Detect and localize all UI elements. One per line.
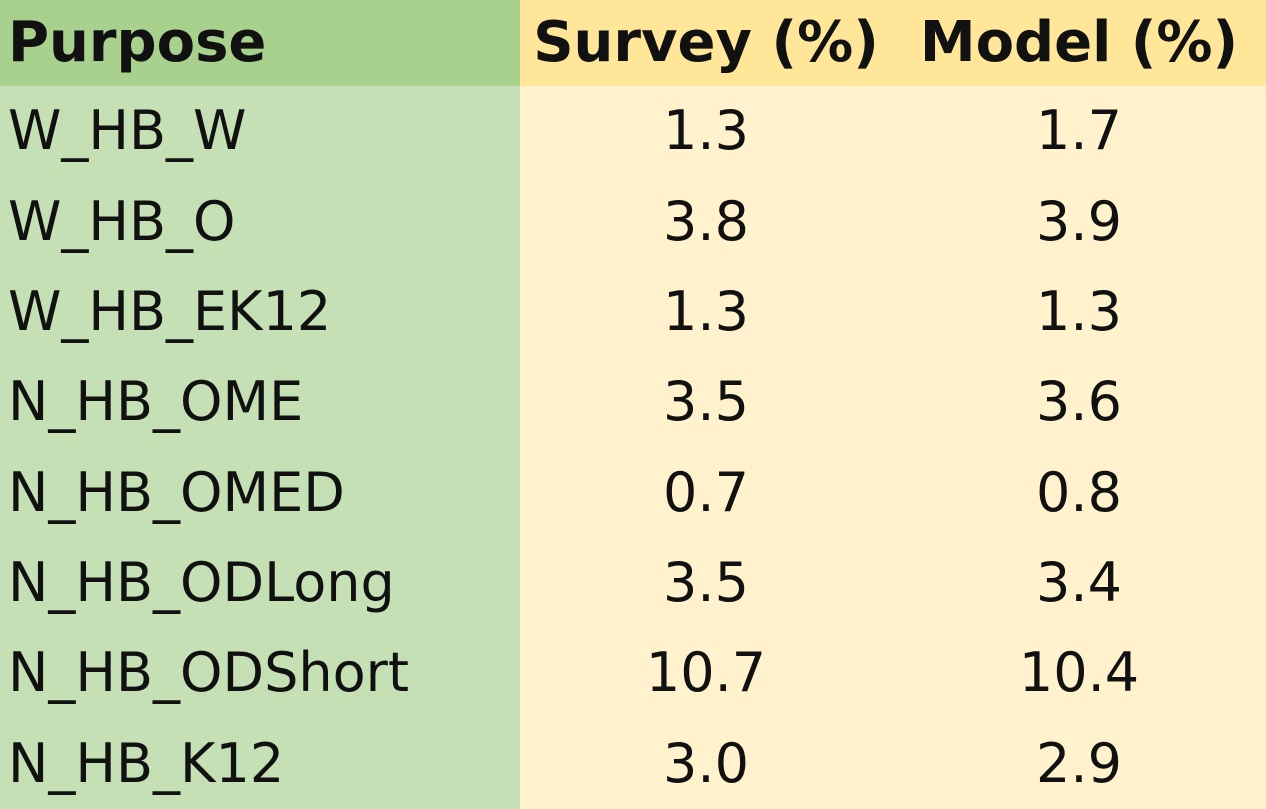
purpose-cell: N_HB_OMED: [0, 447, 520, 538]
survey-cell: 10.7: [520, 628, 892, 719]
purpose-cell: W_HB_O: [0, 176, 520, 267]
survey-cell: 0.7: [520, 447, 892, 538]
purpose-cell: N_HB_ODLong: [0, 537, 520, 629]
model-cell: 1.7: [892, 86, 1266, 177]
model-cell: 1.3: [892, 266, 1266, 358]
model-cell: 10.4: [892, 628, 1266, 719]
survey-cell: 3.8: [520, 176, 892, 267]
purpose-cell: N_HB_OME: [0, 357, 520, 448]
model-cell: 3.6: [892, 357, 1266, 448]
survey-cell: 3.5: [520, 537, 892, 629]
purpose-cell: N_HB_K12: [0, 718, 520, 809]
purpose-cell: W_HB_W: [0, 86, 520, 177]
model-cell: 0.8: [892, 447, 1266, 538]
model-cell: 3.4: [892, 537, 1266, 629]
purpose-cell: W_HB_EK12: [0, 266, 520, 358]
model-cell: 3.9: [892, 176, 1266, 267]
header-purpose: Purpose: [0, 0, 520, 86]
header-survey: Survey (%): [520, 0, 892, 86]
survey-cell: 1.3: [520, 266, 892, 358]
survey-cell: 3.5: [520, 357, 892, 448]
model-cell: 2.9: [892, 718, 1266, 809]
header-model: Model (%): [892, 0, 1266, 86]
survey-cell: 1.3: [520, 86, 892, 177]
survey-cell: 3.0: [520, 718, 892, 809]
purpose-cell: N_HB_ODShort: [0, 628, 520, 719]
